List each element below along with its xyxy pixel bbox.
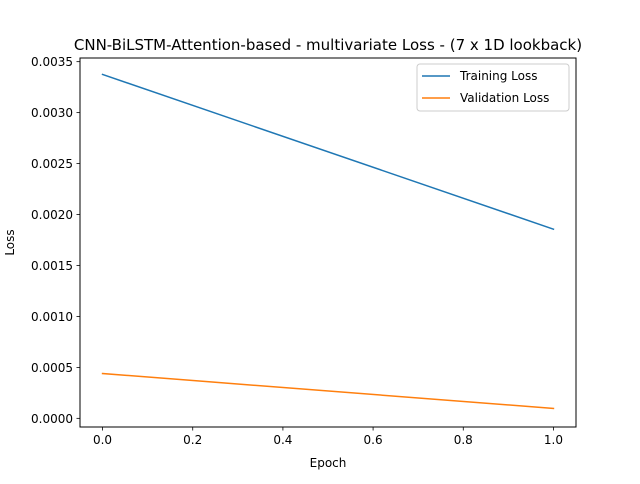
x-axis-label: Epoch [310,456,347,470]
series-line-training-loss [101,73,555,231]
y-tick-label: 0.0010 [31,310,73,324]
tick-layer: 0.0 0.2 0.4 0.6 0.8 1.0 0.0000 0.0005 0.0010 0.00… [31,55,563,447]
series-line-validation-loss [101,372,555,410]
chart-title: CNN-BiLSTM-Attention-based - multivariat… [74,36,582,54]
legend: Training Loss Validation Loss [416,63,570,112]
x-tick-label: 0.8 [454,433,473,447]
x-tick-label: 1.0 [544,433,563,447]
x-tick-label: 0.4 [273,433,292,447]
x-tick-label: 0.0 [93,433,112,447]
y-axis-label: Loss [3,229,17,255]
y-tick-label: 0.0000 [31,412,73,426]
y-tick-label: 0.0015 [31,259,73,273]
y-tick-label: 0.0030 [31,106,73,120]
y-tick-label: 0.0025 [31,157,73,171]
series-layer [101,73,555,410]
y-tick-label: 0.0020 [31,208,73,222]
legend-box [416,63,570,112]
plot-frame [79,57,577,428]
x-tick-label: 0.2 [183,433,202,447]
legend-label-validation-loss: Validation Loss [460,91,549,105]
legend-label-training-loss: Training Loss [459,69,537,83]
y-tick-label: 0.0035 [31,55,73,69]
y-tick-label: 0.0005 [31,361,73,375]
x-tick-label: 0.6 [364,433,383,447]
